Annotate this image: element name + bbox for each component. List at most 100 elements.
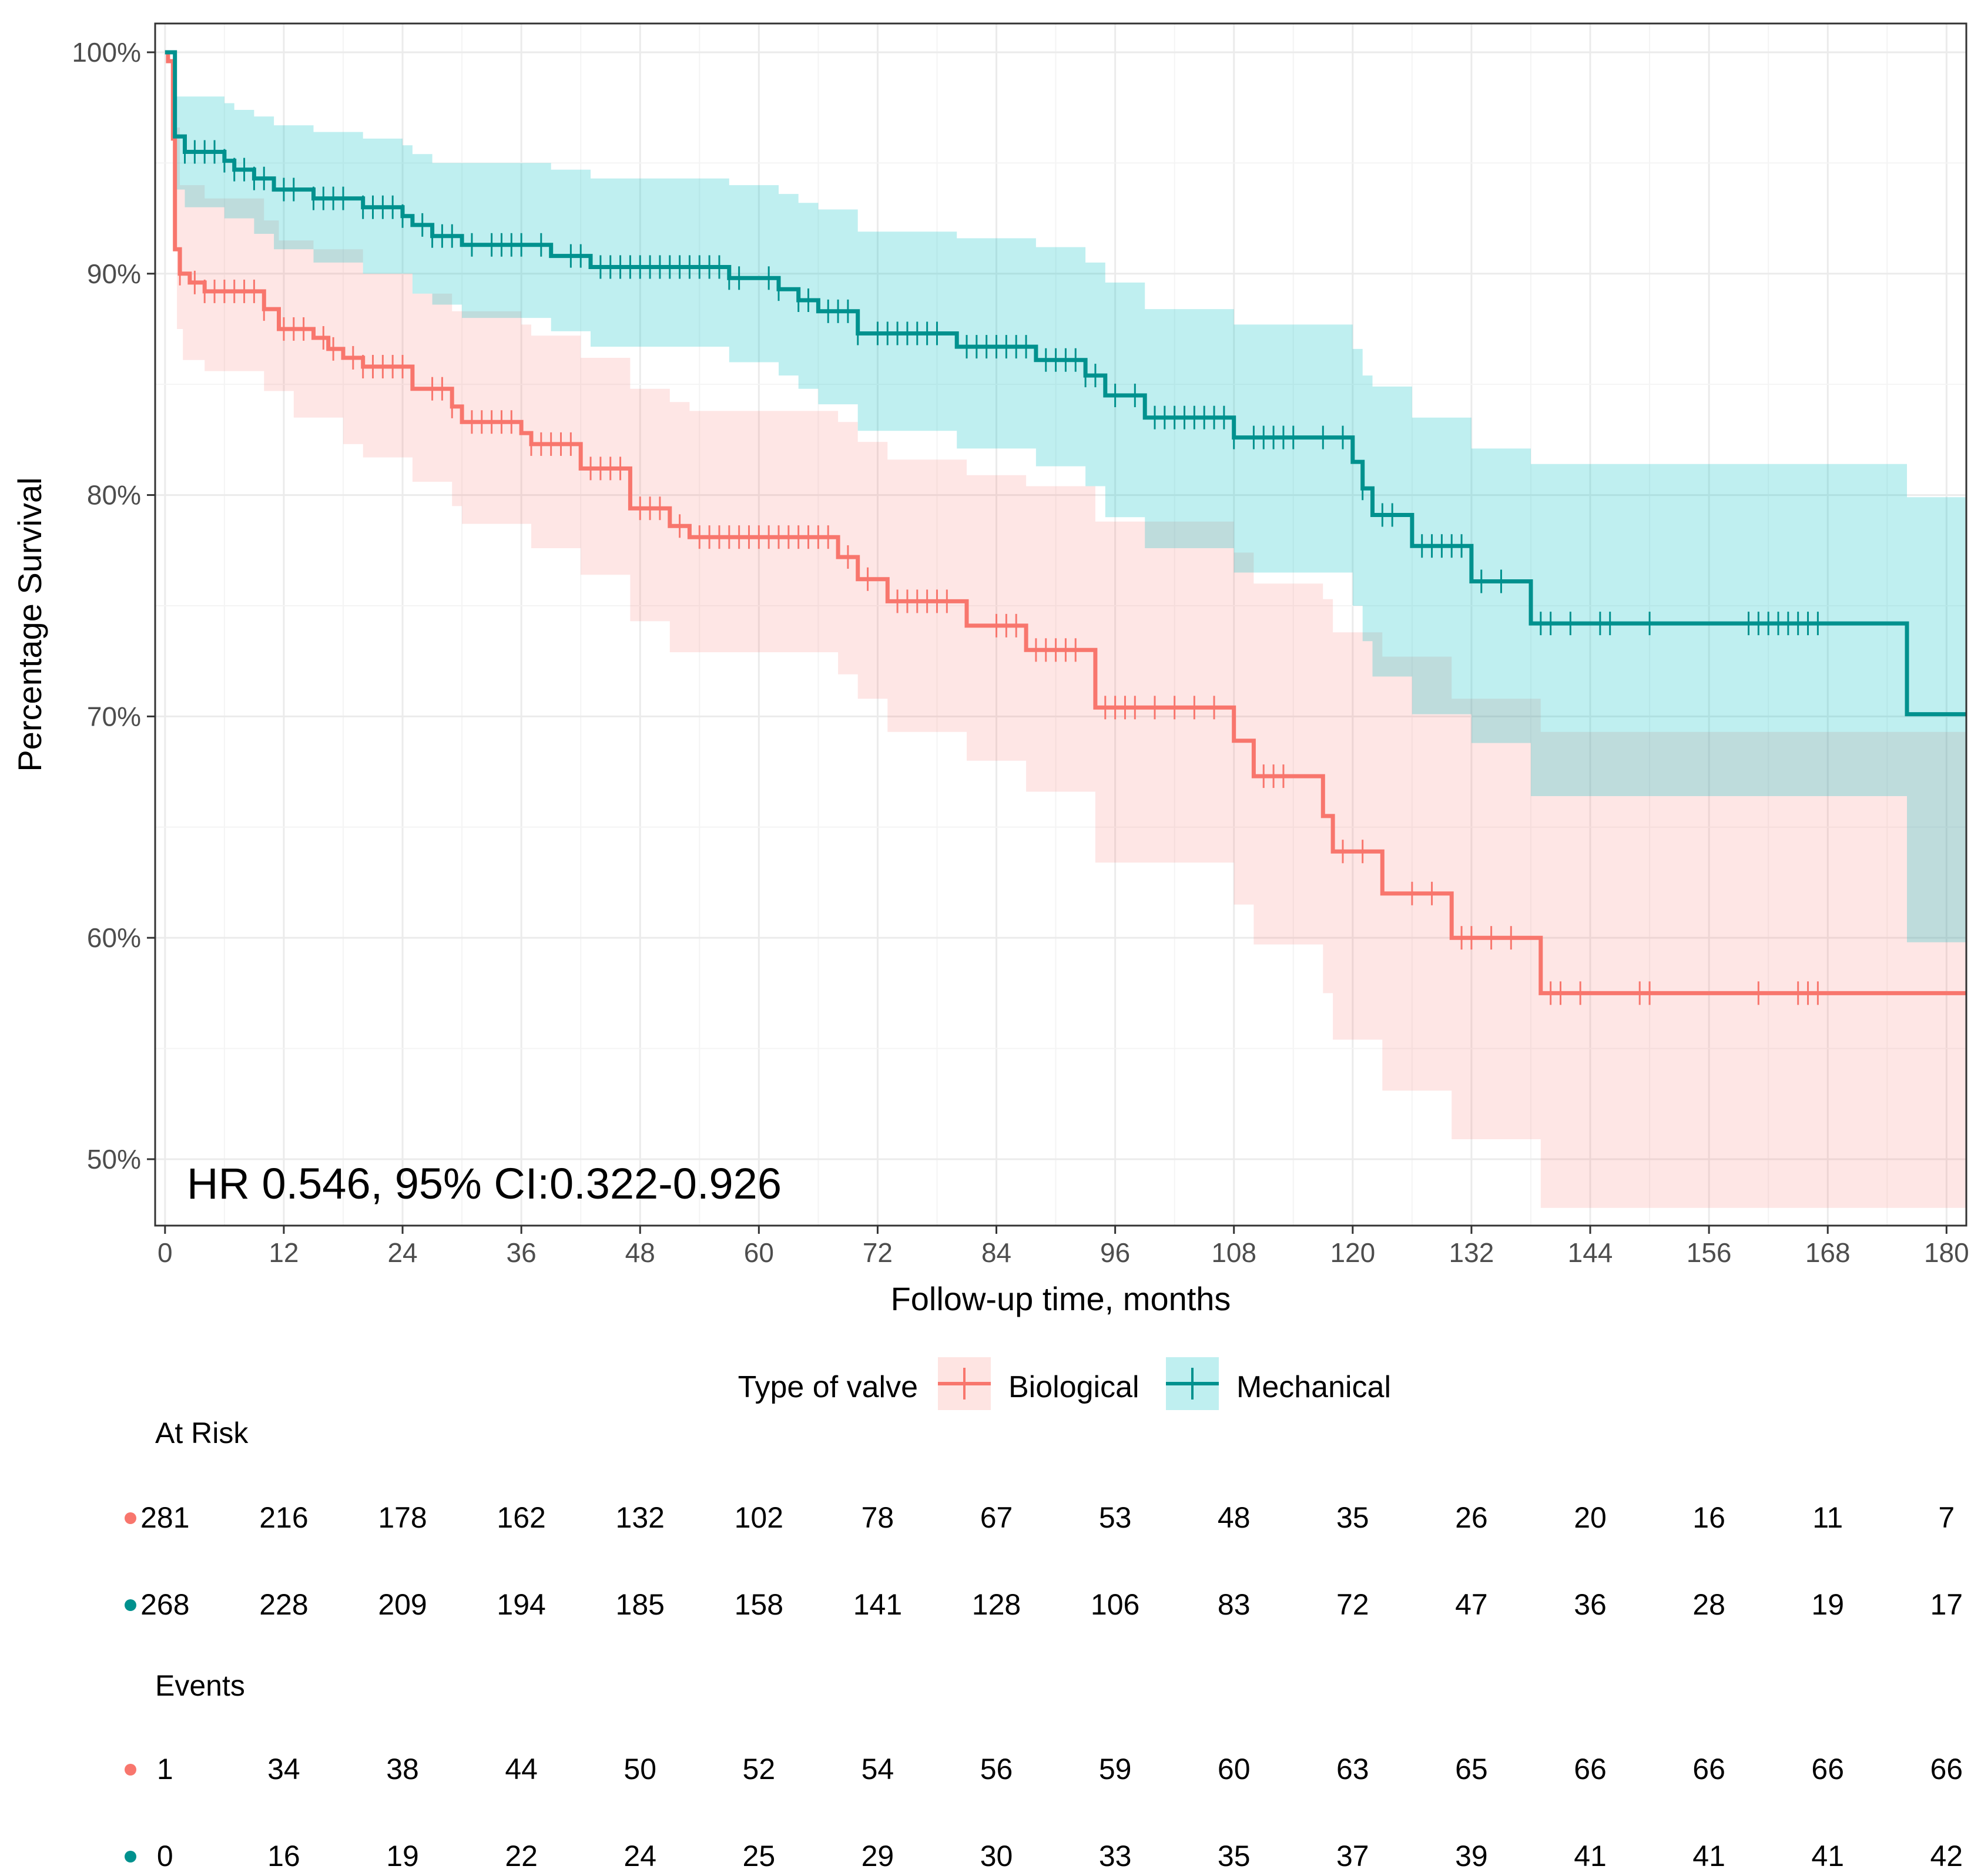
risk-table-value: 7 — [1938, 1501, 1955, 1534]
risk-table-value: 41 — [1811, 1840, 1844, 1872]
events-row-mechanical: 0 16 19 22 24 25 29 30 33 35 37 39 41 41 41 42 — [125, 1840, 1963, 1872]
x-tick-label: 108 — [1211, 1237, 1256, 1268]
x-tick-label: 156 — [1687, 1237, 1732, 1268]
risk-table-value: 52 — [743, 1753, 776, 1786]
x-tick-label: 48 — [625, 1237, 655, 1268]
grid-lines — [155, 24, 1966, 1226]
y-tick-label: 90% — [87, 259, 141, 289]
risk-table-value: 25 — [743, 1840, 776, 1872]
risk-table-value: 83 — [1218, 1588, 1251, 1621]
risk-table-value: 128 — [972, 1588, 1021, 1621]
risk-table-value: 35 — [1218, 1840, 1251, 1872]
legend-label-mechanical: Mechanical — [1236, 1370, 1391, 1404]
risk-table-value: 66 — [1930, 1753, 1963, 1786]
risk-table-value: 41 — [1692, 1840, 1725, 1872]
risk-table-value: 50 — [624, 1753, 656, 1786]
risk-table-value: 78 — [862, 1501, 894, 1534]
x-tick-label: 120 — [1330, 1237, 1375, 1268]
risk-table-value: 22 — [505, 1840, 538, 1872]
x-tick-label: 12 — [269, 1237, 299, 1268]
risk-table-value: 209 — [378, 1588, 427, 1621]
x-tick-label: 72 — [863, 1237, 893, 1268]
x-axis-title: Follow-up time, months — [891, 1280, 1231, 1317]
risk-table-value: 72 — [1336, 1588, 1369, 1621]
risk-table-value: 33 — [1099, 1840, 1132, 1872]
legend-key-mechanical — [1166, 1357, 1219, 1410]
risk-table-value: 35 — [1336, 1501, 1369, 1534]
risk-table-value: 19 — [1811, 1588, 1844, 1621]
risk-table-value: 102 — [735, 1501, 783, 1534]
y-tick-label: 70% — [87, 701, 141, 731]
x-tick-label: 36 — [507, 1237, 537, 1268]
x-tick-label: 180 — [1924, 1237, 1969, 1268]
confidence-bands — [165, 52, 1966, 1208]
y-tick-label: 100% — [72, 37, 141, 68]
risk-table-value: 29 — [862, 1840, 894, 1872]
at-risk-row-mechanical: 268 228 209 194 185 158 141 128 106 83 72 47 36 28 19 1… — [125, 1588, 1963, 1621]
risk-table-value: 281 — [140, 1501, 189, 1534]
y-axis-ticks: 50% 60% 70% 80% 90% 100% — [72, 37, 155, 1174]
legend-title: Type of valve — [738, 1370, 918, 1404]
risk-table-value: 41 — [1574, 1840, 1607, 1872]
risk-table-value: 216 — [259, 1501, 308, 1534]
risk-table-value: 48 — [1218, 1501, 1251, 1534]
risk-table-dot-mechanical — [125, 1851, 136, 1862]
panel-border — [154, 22, 1967, 1227]
risk-table-dot-mechanical — [125, 1599, 136, 1611]
x-tick-label: 60 — [744, 1237, 774, 1268]
risk-table-value: 185 — [616, 1588, 665, 1621]
risk-table-value: 162 — [497, 1501, 545, 1534]
risk-table-value: 24 — [624, 1840, 656, 1872]
y-tick-label: 50% — [87, 1144, 141, 1174]
risk-table-dot-biological — [125, 1512, 136, 1524]
risk-table-value: 106 — [1091, 1588, 1139, 1621]
risk-table-value: 63 — [1336, 1753, 1369, 1786]
y-tick-label: 60% — [87, 922, 141, 953]
risk-table-value: 66 — [1692, 1753, 1725, 1786]
risk-table-value: 59 — [1099, 1753, 1132, 1786]
risk-table-value: 38 — [386, 1753, 419, 1786]
censor-marks — [179, 140, 1967, 1005]
risk-table-value: 28 — [1692, 1588, 1725, 1621]
legend-label-biological: Biological — [1008, 1370, 1139, 1404]
x-tick-label: 0 — [157, 1237, 173, 1268]
risk-table-value: 228 — [259, 1588, 308, 1621]
risk-table-value: 34 — [267, 1753, 300, 1786]
survival-line-mechanical — [165, 50, 1966, 717]
risk-table-value: 54 — [862, 1753, 894, 1786]
risk-table-value: 1 — [157, 1753, 173, 1786]
risk-table-value: 56 — [980, 1753, 1013, 1786]
legend: Type of valve Biological Mechanical — [738, 1357, 1391, 1410]
risk-table-value: 268 — [140, 1588, 189, 1621]
y-axis-title: Percentage Survival — [11, 477, 48, 771]
x-tick-label: 96 — [1100, 1237, 1130, 1268]
risk-table-dot-biological — [125, 1764, 136, 1776]
risk-table-value: 17 — [1930, 1588, 1963, 1621]
risk-table-value: 16 — [267, 1840, 300, 1872]
x-tick-label: 24 — [387, 1237, 417, 1268]
risk-table: At Risk 281 216 178 162 132 102 78 67 53 48 35 26 20… — [125, 1417, 1963, 1872]
risk-table-value: 66 — [1811, 1753, 1844, 1786]
risk-table-value: 141 — [853, 1588, 902, 1621]
y-tick-label: 80% — [87, 480, 141, 511]
risk-table-value: 11 — [1812, 1501, 1843, 1534]
x-tick-label: 144 — [1568, 1237, 1613, 1268]
ci-band-biological — [165, 52, 1966, 1208]
risk-table-value: 66 — [1574, 1753, 1607, 1786]
risk-table-value: 16 — [1692, 1501, 1725, 1534]
risk-table-value: 44 — [505, 1753, 538, 1786]
legend-key-biological — [938, 1357, 991, 1410]
at-risk-title: At Risk — [155, 1417, 249, 1449]
risk-table-value: 60 — [1218, 1753, 1251, 1786]
risk-table-value: 36 — [1574, 1588, 1607, 1621]
events-title: Events — [155, 1669, 245, 1702]
at-risk-row-biological: 281 216 178 162 132 102 78 67 53 48 35 26 20 16 11 7 — [125, 1501, 1955, 1534]
risk-table-value: 20 — [1574, 1501, 1607, 1534]
x-tick-label: 168 — [1805, 1237, 1851, 1268]
risk-table-value: 178 — [378, 1501, 427, 1534]
risk-table-value: 42 — [1930, 1840, 1963, 1872]
hr-annotation: HR 0.546, 95% CI:0.322-0.926 — [187, 1159, 782, 1208]
ci-band-mechanical — [165, 52, 1966, 942]
